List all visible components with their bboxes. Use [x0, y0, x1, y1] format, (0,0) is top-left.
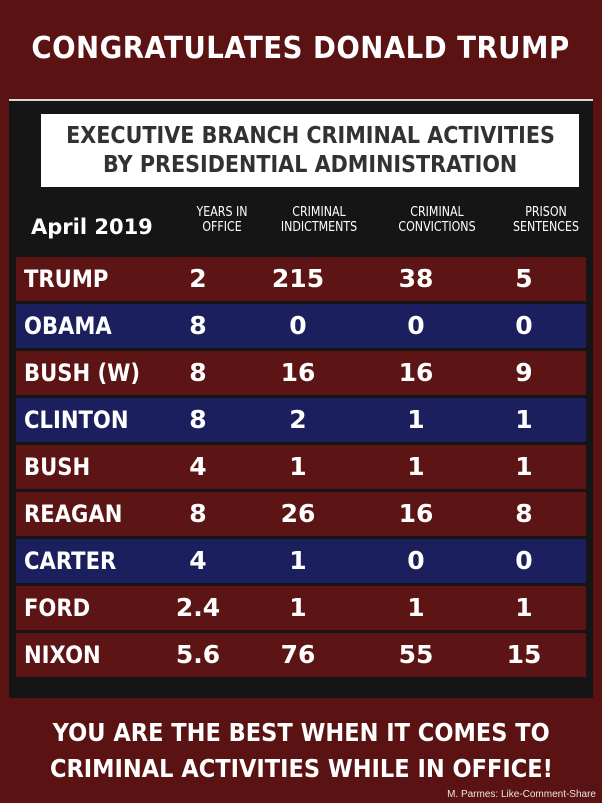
convictions-cell: 1: [407, 405, 425, 434]
convictions-cell: 1: [407, 593, 425, 622]
column-header-years: YEARS IN OFFICE: [196, 205, 248, 235]
president-name: REAGAN: [24, 500, 123, 528]
indictments-cell: 2: [289, 405, 307, 434]
table-row: CARTER 4 1 0 0: [16, 539, 586, 583]
years-cell: 8: [189, 405, 207, 434]
footer-line-2: CRIMINAL ACTIVITIES WHILE IN OFFICE!: [49, 753, 553, 783]
years-cell: 4: [189, 452, 207, 481]
table-title-box: EXECUTIVE BRANCH CRIMINAL ACTIVITIES BY …: [41, 114, 579, 187]
table-title-line-2: BY PRESIDENTIAL ADMINISTRATION: [102, 151, 518, 178]
president-name: OBAMA: [24, 312, 112, 340]
president-name: TRUMP: [24, 265, 109, 293]
sentences-cell: 5: [515, 264, 533, 293]
indictments-cell: 1: [289, 593, 307, 622]
years-cell: 2.4: [175, 593, 221, 622]
column-header-convictions: CRIMINAL CONVICTIONS: [398, 205, 476, 235]
table-row: NIXON 5.6 76 55 15: [16, 633, 586, 677]
table-row: CLINTON 8 2 1 1: [16, 398, 586, 442]
indictments-cell: 1: [289, 546, 307, 575]
table-row: TRUMP 2 215 38 5: [16, 257, 586, 301]
table-row: OBAMA 8 0 0 0: [16, 304, 586, 348]
sentences-cell: 0: [515, 546, 533, 575]
years-cell: 2: [189, 264, 207, 293]
convictions-cell: 0: [407, 311, 425, 340]
table-row: REAGAN 8 26 16 8: [16, 492, 586, 536]
convictions-cell: 16: [398, 499, 434, 528]
years-cell: 8: [189, 499, 207, 528]
sentences-cell: 1: [515, 452, 533, 481]
convictions-cell: 55: [398, 640, 434, 669]
convictions-cell: 38: [398, 264, 434, 293]
table-row: BUSH 4 1 1 1: [16, 445, 586, 489]
top-banner: CONGRATULATES DONALD TRUMP: [0, 0, 602, 96]
convictions-cell: 1: [407, 452, 425, 481]
indictments-cell: 26: [280, 499, 316, 528]
indictments-cell: 1: [289, 452, 307, 481]
table-panel: EXECUTIVE BRANCH CRIMINAL ACTIVITIES BY …: [9, 99, 593, 698]
table-title-line-1: EXECUTIVE BRANCH CRIMINAL ACTIVITIES: [65, 122, 555, 149]
credit-text: M. Parmes: Like-Comment-Share: [447, 789, 596, 800]
convictions-cell: 0: [407, 546, 425, 575]
indictments-cell: 215: [271, 264, 325, 293]
sentences-cell: 1: [515, 593, 533, 622]
date-label: April 2019: [31, 215, 153, 239]
years-cell: 5.6: [175, 640, 221, 669]
years-cell: 8: [189, 311, 207, 340]
sentences-cell: 9: [515, 358, 533, 387]
president-name: CLINTON: [24, 406, 129, 434]
footer-line-1: YOU ARE THE BEST WHEN IT COMES TO: [52, 717, 550, 747]
indictments-cell: 16: [280, 358, 316, 387]
header-title: CONGRATULATES DONALD TRUMP: [31, 30, 571, 66]
president-name: NIXON: [24, 641, 101, 669]
years-cell: 4: [189, 546, 207, 575]
bottom-banner: YOU ARE THE BEST WHEN IT COMES TO CRIMIN…: [0, 698, 602, 803]
convictions-cell: 16: [398, 358, 434, 387]
years-cell: 8: [189, 358, 207, 387]
president-name: BUSH (W): [24, 359, 141, 387]
indictments-cell: 76: [280, 640, 316, 669]
sentences-cell: 15: [506, 640, 542, 669]
president-name: FORD: [24, 594, 91, 622]
sentences-cell: 0: [515, 311, 533, 340]
indictments-cell: 0: [289, 311, 307, 340]
sentences-cell: 1: [515, 405, 533, 434]
column-header-sentences: PRISON SENTENCES: [513, 205, 579, 235]
president-name: CARTER: [24, 547, 117, 575]
sentences-cell: 8: [515, 499, 533, 528]
table-row: BUSH (W) 8 16 16 9: [16, 351, 586, 395]
president-name: BUSH: [24, 453, 91, 481]
column-header-indictments: CRIMINAL INDICTMENTS: [280, 205, 358, 235]
table-row: FORD 2.4 1 1 1: [16, 586, 586, 630]
